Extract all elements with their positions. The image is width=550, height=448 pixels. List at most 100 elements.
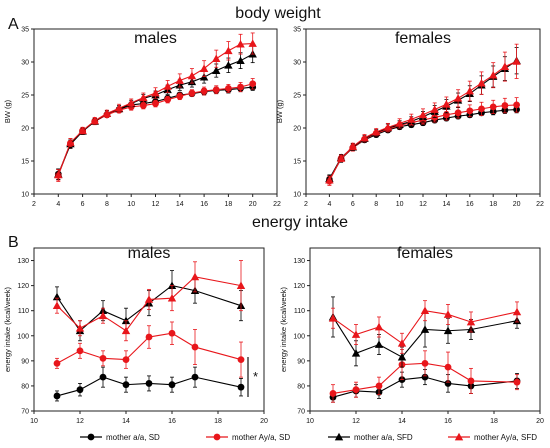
males-bw-y-tick-label: 35 [21,27,29,34]
females-bw-x-tick-label: 18 [489,201,497,208]
females-energy-plot-frame [309,247,541,412]
males-bw-data-point [139,93,148,101]
males-energy-x-tick-label: 14 [122,418,130,425]
females-energy-y-tick-label: 100 [293,333,305,340]
males-bw-data-point [114,104,124,112]
females-energy-x-tick-label: 18 [490,418,498,425]
females-energy-data-point [513,378,521,386]
males-energy-x-tick-label: 16 [168,418,176,425]
males-bw-data-point [151,88,160,97]
females-energy-data-point [467,377,475,385]
males-energy-data-point [144,295,154,303]
females-bw-x-tick-label: 16 [466,201,474,208]
females-bw-data-point [453,94,463,102]
males-energy-data-point [75,324,85,332]
males-bw-data-point [212,86,220,94]
females-energy-series-2 [328,296,522,368]
females-bw-x-tick-label: 10 [396,201,404,208]
females-bw-y-tick-label: 15 [293,159,301,166]
males-energy-data-point [76,347,84,355]
males-bw-data-point [175,76,184,84]
males-energy-data-point [122,356,130,363]
males-bw-data-point [176,92,184,100]
males-energy-y-axis-label: energy intake (kcal/week) [3,286,12,372]
panel-females-energy: 10 12 14 16 18 20 70 80 90 100 110 120 130 females ene… [279,245,544,425]
females-bw-x-tick-label: 14 [443,201,451,208]
females-bw-data-point [489,103,497,111]
males-energy-series-line [56,276,242,332]
females-bw-y-tick-label: 30 [293,60,301,67]
legend-swatch-marker [87,433,95,441]
females-bw-data-point [500,62,510,70]
males-energy-data-point [122,381,130,389]
males-bw-x-tick-label: 18 [225,201,233,208]
panel-b-letter: B [8,234,19,251]
females-energy-data-point [512,307,522,316]
females-bw-data-point [466,107,474,115]
legend-label: mother Ay/a, SD [232,433,290,442]
males-bw-x-tick-label: 2 [32,201,36,208]
males-bw-x-tick-label: 6 [81,201,85,208]
females-energy-data-point [328,314,338,322]
males-bw-data-point [225,85,232,92]
males-energy-series-0 [53,366,245,402]
males-bw-x-tick-label: 8 [105,201,109,208]
males-energy-data-point [167,281,177,289]
males-bw-data-point [249,80,257,88]
males-energy-data-point [121,326,131,335]
females-bw-data-point [325,175,334,184]
males-bw-data-point [212,66,221,74]
females-energy-x-tick-label: 12 [352,418,360,425]
females-bw-data-point [395,119,404,127]
males-bw-data-point [224,61,233,69]
males-energy-series-line [56,285,242,332]
females-energy-data-point [352,386,360,394]
males-energy-data-point [167,293,177,302]
males-energy-data-point [168,381,176,389]
males-bw-data-point [200,87,208,95]
males-bw-data-point [248,39,257,47]
males-bw-data-point [187,71,197,80]
females-energy-series-3 [328,300,522,354]
panel-a-title: body weight [235,5,321,22]
males-bw-y-tick-label: 15 [21,159,29,166]
males-energy-series-line [56,332,242,364]
females-energy-data-point [443,310,453,318]
females-energy-data-point [444,380,452,387]
males-bw-data-point [188,89,196,97]
males-energy-data-point [168,329,176,337]
males-energy-y-tick-label: 100 [17,333,29,340]
females-bw-y-tick-label: 35 [293,27,301,34]
females-energy-series-1 [329,349,521,403]
females-energy-y-tick-label: 110 [294,308,305,315]
males-energy-data-point [145,333,153,341]
panel-females-bw: 2 4 6 8 10 12 14 16 18 20 22 10 15 20 25 30 35 females BW … [275,27,544,209]
significance-mark: * [253,369,258,384]
males-energy-data-point [52,292,62,301]
females-energy-panel-title: females [397,245,453,262]
males-bw-panel-title: males [134,30,177,47]
males-bw-data-point [236,39,245,48]
males-energy-data-point [53,392,61,400]
females-bw-x-tick-label: 2 [304,201,308,208]
males-bw-data-point [236,56,245,65]
panel-males-energy: 10 12 14 16 18 20 70 80 90 100 110 120 130 males energ… [3,245,268,425]
females-energy-data-point [420,306,430,315]
males-bw-x-tick-label: 14 [176,201,184,208]
females-bw-x-tick-label: 12 [419,201,427,208]
males-bw-data-point [54,170,63,179]
males-energy-y-tick-label: 80 [21,383,29,390]
males-energy-plot-frame [33,247,265,412]
females-bw-data-point [430,105,439,113]
females-energy-data-point [375,382,383,390]
females-bw-data-point [442,100,451,108]
females-energy-series-line [332,310,518,345]
males-bw-y-axis-label: BW (g) [3,99,12,123]
females-bw-x-tick-label: 8 [374,201,378,208]
males-bw-series-line [57,42,253,176]
females-bw-data-point [501,102,509,109]
males-bw-data-point [212,54,221,63]
males-bw-series-line [57,53,253,175]
females-energy-y-tick-label: 90 [297,358,305,365]
males-bw-series-3 [54,32,257,181]
